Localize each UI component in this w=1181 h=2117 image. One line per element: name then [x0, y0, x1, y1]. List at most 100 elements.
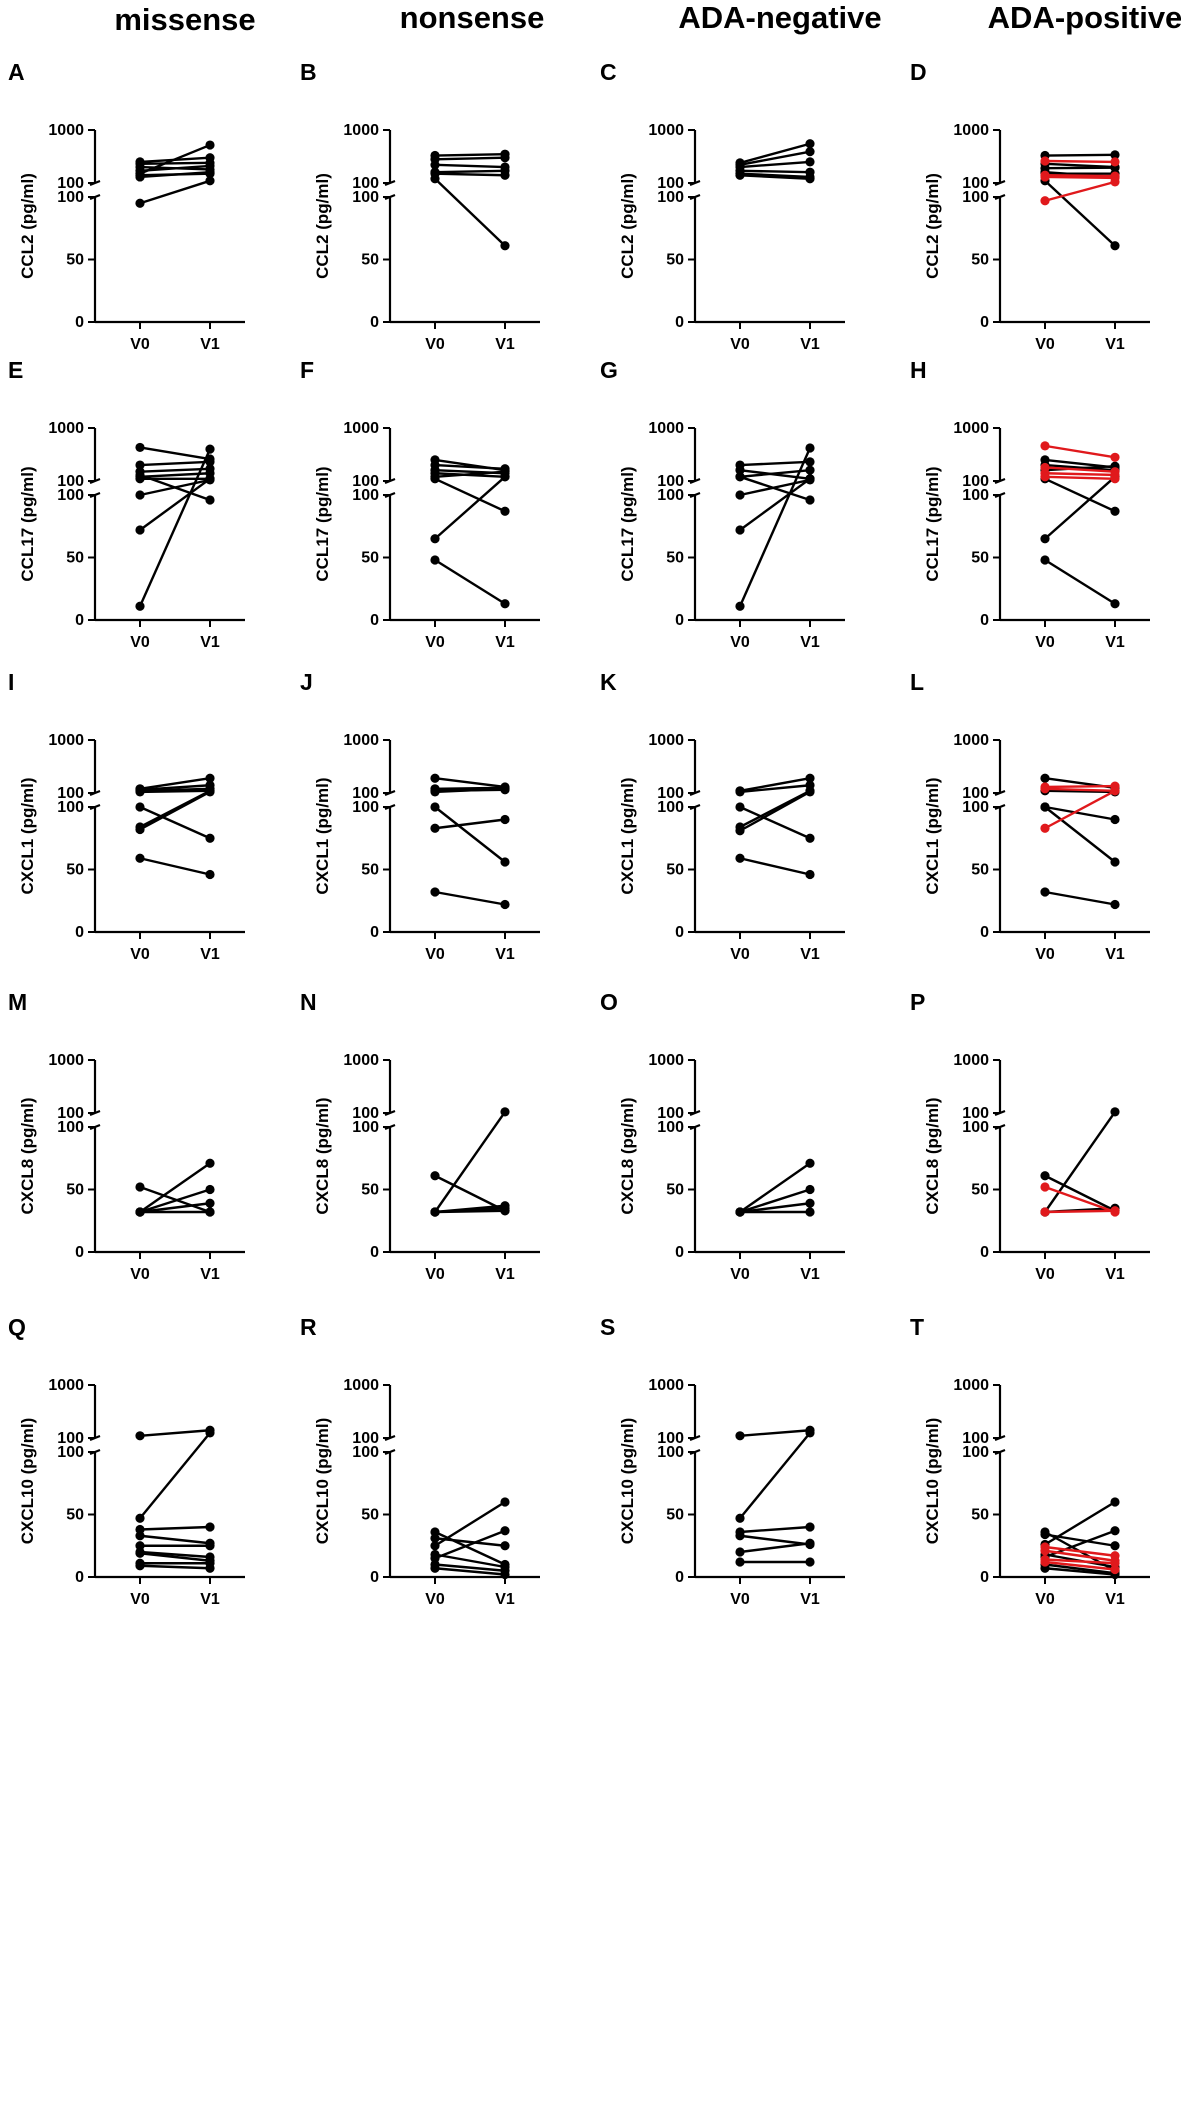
data-point-v1	[205, 1184, 215, 1195]
data-point-v1	[805, 773, 815, 783]
y-tick-label: 1000	[48, 122, 84, 139]
series-line	[739, 460, 811, 467]
y-tick-label: 100	[962, 487, 989, 504]
y-tick-label: 50	[666, 550, 684, 567]
y-tick-label: 100	[352, 1119, 379, 1136]
x-tick-label-v0: V0	[1035, 634, 1055, 651]
data-point-v1	[500, 1497, 510, 1507]
data-point-v1	[205, 167, 215, 177]
data-point-v1	[1110, 452, 1120, 462]
panel-letter: D	[910, 59, 927, 85]
data-point-v0	[135, 442, 145, 453]
data-point-v1	[205, 474, 215, 484]
y-tick-label: 100	[57, 799, 84, 816]
data-point-v0	[1040, 1207, 1050, 1217]
series-line	[139, 1534, 211, 1545]
series-line	[139, 857, 211, 876]
series-group	[430, 773, 510, 910]
data-point-v1	[1110, 177, 1120, 187]
series-line	[1044, 789, 1116, 794]
y-axis-label: CCL17 (pg/ml)	[618, 466, 637, 581]
series-line	[739, 1534, 811, 1546]
series-line	[739, 477, 811, 531]
data-point-v1	[205, 176, 215, 186]
y-tick-label: 100	[57, 1444, 84, 1461]
y-axis-label: CXCL1 (pg/ml)	[313, 777, 332, 894]
y-tick-label: 0	[370, 924, 379, 941]
y-tick-label: 1000	[953, 122, 989, 139]
y-tick-label: 100	[57, 473, 84, 490]
series-group	[135, 1158, 215, 1217]
y-tick-label: 100	[657, 1444, 684, 1461]
series-group	[735, 1425, 815, 1567]
data-point-v1	[500, 241, 510, 251]
series-line	[739, 1429, 811, 1438]
data-point-v0	[430, 1207, 440, 1217]
series-line	[1044, 179, 1116, 247]
y-tick-label: 1000	[953, 1052, 989, 1069]
series-line	[1044, 472, 1116, 477]
series-line	[739, 805, 811, 840]
data-point-v0	[735, 525, 745, 535]
data-point-v0	[1040, 1546, 1050, 1556]
series-group	[735, 139, 815, 184]
y-axis-label: CXCL1 (pg/ml)	[618, 777, 637, 894]
series-line	[1044, 475, 1116, 481]
series-line	[739, 475, 811, 502]
data-point-v0	[430, 555, 440, 565]
data-point-v0	[735, 465, 745, 475]
panel-letter: K	[600, 669, 617, 695]
x-tick-label-v0: V0	[425, 634, 445, 651]
y-tick-label: 1000	[343, 420, 379, 437]
y-tick-label: 0	[675, 612, 684, 629]
data-point-v1	[205, 869, 215, 880]
y-tick-label: 100	[657, 785, 684, 802]
axes	[689, 740, 845, 934]
panel-m: M CXCL8 (pg/ml) 100 1000 0 50 100 V0 V1	[8, 989, 245, 1283]
data-point-v1	[1110, 599, 1120, 609]
data-point-v0	[135, 172, 145, 182]
y-tick-label: 100	[352, 1105, 379, 1122]
data-point-v0	[735, 472, 745, 482]
series-line	[434, 1567, 506, 1576]
data-point-v0	[735, 490, 745, 500]
data-point-v0	[135, 1561, 145, 1571]
axes	[384, 1060, 540, 1254]
y-tick-label: 100	[352, 1430, 379, 1447]
data-point-v0	[735, 1513, 745, 1523]
data-point-v1	[500, 784, 510, 794]
series-line	[739, 1432, 811, 1520]
data-point-v0	[135, 853, 145, 863]
data-point-v0	[735, 802, 745, 812]
series-line	[739, 1525, 811, 1534]
y-tick-label: 0	[75, 612, 84, 629]
data-point-v0	[135, 525, 145, 535]
y-tick-label: 0	[75, 924, 84, 941]
series-line	[739, 174, 811, 181]
data-point-v1	[500, 506, 510, 516]
axes	[89, 1385, 245, 1579]
panel-letter: L	[910, 669, 924, 695]
x-tick-label-v1: V1	[200, 336, 220, 353]
y-tick-label: 100	[352, 487, 379, 504]
data-point-v0	[1040, 472, 1050, 482]
panel-letter: I	[8, 669, 14, 695]
panel-l: L CXCL1 (pg/ml) 100 1000 0 50 100 V0 V1	[910, 669, 1150, 963]
data-point-v1	[805, 457, 815, 467]
y-tick-label: 50	[361, 1507, 379, 1524]
y-tick-label: 100	[962, 1444, 989, 1461]
data-point-v0	[1040, 441, 1050, 451]
y-tick-label: 0	[370, 612, 379, 629]
x-tick-label-v1: V1	[800, 336, 820, 353]
y-tick-label: 0	[980, 1244, 989, 1261]
x-tick-label-v1: V1	[200, 634, 220, 651]
data-point-v1	[500, 899, 510, 910]
series-line	[138, 448, 212, 607]
y-tick-label: 50	[666, 1182, 684, 1199]
data-point-v0	[1040, 1529, 1050, 1540]
y-tick-label: 100	[962, 189, 989, 206]
y-tick-label: 50	[66, 1182, 84, 1199]
panel-letter: G	[600, 357, 618, 383]
data-point-v1	[1110, 150, 1120, 160]
